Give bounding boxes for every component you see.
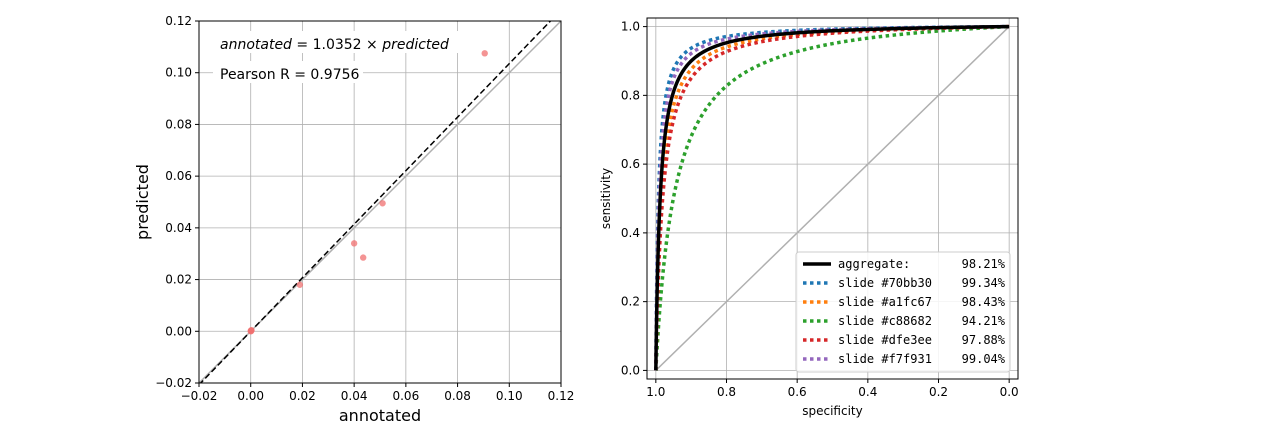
y-tick-label: 0.04 (165, 221, 192, 235)
legend-box (795, 251, 1011, 373)
x-tick-label: 0.04 (341, 389, 368, 403)
roc-curves (654, 24, 1010, 371)
data-point (296, 281, 304, 288)
y-tick-label: 0.2 (621, 295, 640, 309)
x-tick-label: 0.06 (392, 389, 419, 403)
x-tick-label: 0.02 (289, 389, 316, 403)
legend-series-name: slide #c88682 (838, 314, 932, 328)
fit-equation-rhs: predicted (381, 37, 449, 53)
x-axis-label: annotated (339, 406, 421, 425)
legend-series-auc: 98.21% (962, 257, 1006, 271)
legend-series-auc: 94.21% (962, 314, 1006, 328)
x-tick-label: 1.0 (646, 385, 665, 399)
y-tick-label: 0.10 (165, 66, 192, 80)
plot-frame (646, 17, 1019, 380)
data-point (481, 50, 488, 57)
legend-series-auc: 99.04% (962, 352, 1006, 366)
legend-series-name: slide #dfe3ee (838, 333, 932, 347)
data-point (379, 200, 386, 207)
y-tick-label: 0.6 (621, 157, 640, 171)
x-tick-label: 0.10 (496, 389, 523, 403)
x-tick-label: −0.02 (181, 389, 218, 403)
annotation-background (213, 31, 461, 53)
y-tick-label: 0.02 (165, 273, 192, 287)
roc-curve (654, 24, 1010, 371)
legend-series-name: aggregate: (838, 257, 910, 271)
y-tick-label: 0.00 (165, 324, 192, 338)
roc-chart: 1.0 0.8 0.6 0.4 0.2 0.0 0.0 0.2 0.4 0.6 0.8 1.0 spec… (599, 17, 1019, 418)
y-tick-label: 0.12 (165, 14, 192, 28)
plot-frame (198, 20, 562, 384)
legend: aggregate: 98.21% slide #70bb30 99.34% slide… (795, 251, 1011, 373)
legend-series-name: slide #70bb30 (838, 276, 932, 290)
fit-equation-lhs: annotated (220, 37, 292, 53)
roc-curve (654, 24, 1010, 371)
y-tick-label: 1.0 (621, 20, 640, 34)
data-point (350, 240, 358, 247)
data-point (248, 327, 255, 334)
legend-series-auc: 99.34% (962, 276, 1006, 290)
scatter-chart: −0.02 0.00 0.02 0.04 0.06 0.08 0.10 0.12 −0.02 0.… (133, 14, 575, 425)
y-tick-label: 0.4 (621, 226, 640, 240)
x-tick-label: 0.0 (1000, 385, 1019, 399)
y-axis-label: sensitivity (599, 168, 613, 229)
fit-equation-mid: = 1.0352 × (292, 37, 382, 53)
x-tick-label: 0.12 (548, 389, 575, 403)
legend-series-name: slide #f7f931 (838, 352, 932, 366)
x-tick-label: 0.08 (444, 389, 471, 403)
y-axis-label: predicted (133, 164, 152, 240)
y-tick-label: 0.08 (165, 117, 192, 131)
pearson-label: Pearson R = 0.9756 (220, 67, 360, 83)
legend-series-auc: 98.43% (962, 295, 1006, 309)
legend-series-auc: 97.88% (962, 333, 1006, 347)
roc-curve (654, 24, 1010, 371)
plot-lines (199, 21, 561, 383)
fit-line (199, 21, 552, 383)
roc-curve (654, 24, 1010, 371)
data-point (359, 254, 367, 261)
chance-diagonal (655, 26, 1010, 371)
legend-series-name: slide #a1fc67 (838, 295, 932, 309)
y-tick-label: −0.02 (155, 376, 192, 390)
x-tick-label: 0.8 (717, 385, 736, 399)
y-tick-label: 0.06 (165, 169, 192, 183)
x-tick-label: 0.4 (858, 385, 877, 399)
x-tick-label: 0.6 (788, 385, 807, 399)
x-tick-label: 0.00 (237, 389, 264, 403)
y-tick-label: 0.0 (621, 363, 640, 377)
annotation-background (213, 61, 363, 83)
y-tick-label: 0.8 (621, 88, 640, 102)
fit-equation-label: annotated = 1.0352 × predicted (220, 37, 449, 53)
x-axis-label: specificity (802, 404, 862, 418)
x-tick-label: 0.2 (929, 385, 948, 399)
